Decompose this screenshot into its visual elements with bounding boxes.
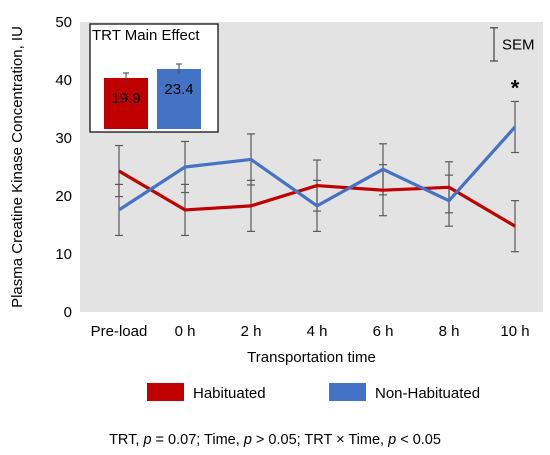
sem-key: SEM bbox=[490, 27, 535, 62]
legend-label-habituated: Habituated bbox=[193, 385, 266, 402]
footnote-text: < 0.05 bbox=[396, 432, 441, 448]
x-tick-label: 10 h bbox=[500, 323, 529, 340]
footnote-p: p bbox=[143, 432, 152, 448]
statistics-footnote: TRT, p = 0.07; Time, p > 0.05; TRT × Tim… bbox=[0, 432, 550, 448]
legend-swatch-non-habituated bbox=[329, 383, 366, 401]
footnote-text: = 0.07; Time, bbox=[151, 432, 244, 448]
inset-bars: 19.9 23.4 bbox=[104, 63, 201, 129]
x-tick-label: Pre-load bbox=[91, 323, 148, 340]
x-tick-label: 8 h bbox=[439, 323, 460, 340]
footnote-text: TRT, bbox=[109, 432, 144, 448]
x-tick-label: 4 h bbox=[307, 323, 328, 340]
y-tick-label: 40 bbox=[55, 72, 72, 89]
x-tick-label: 0 h bbox=[175, 323, 196, 340]
inset-title: TRT Main Effect bbox=[92, 27, 200, 44]
inset-bar-label: 23.4 bbox=[164, 81, 193, 98]
inset-bar-label: 19.9 bbox=[111, 90, 140, 107]
inset-chart: TRT Main Effect 19.9 23.4 bbox=[89, 23, 219, 133]
footnote-p: p bbox=[388, 432, 397, 448]
y-tick-label: 50 bbox=[55, 14, 72, 31]
y-tick-label: 20 bbox=[55, 188, 72, 205]
series-lines bbox=[118, 125, 517, 228]
significance-asterisk: * bbox=[511, 75, 520, 100]
y-tick-label: 30 bbox=[55, 130, 72, 147]
legend: Habituated Non-Habituated bbox=[147, 383, 480, 402]
footnote-p: p bbox=[243, 432, 252, 448]
x-tick-label: 2 h bbox=[241, 323, 262, 340]
inset-bar-habituated bbox=[104, 77, 148, 129]
x-axis-title: Transportation time bbox=[247, 349, 376, 366]
y-ticks: 0 10 20 30 40 50 bbox=[55, 14, 72, 321]
series-line-non-habituated bbox=[118, 125, 517, 212]
inset-bar-non-habituated bbox=[157, 69, 201, 129]
series-line-habituated bbox=[118, 169, 516, 228]
footnote-text: > 0.05; TRT × Time, bbox=[251, 432, 389, 448]
legend-label-non-habituated: Non-Habituated bbox=[375, 385, 480, 402]
y-tick-label: 0 bbox=[64, 304, 72, 321]
x-ticks: Pre-load 0 h 2 h 4 h 6 h 8 h 10 h bbox=[91, 323, 530, 340]
sem-label: SEM bbox=[502, 36, 535, 53]
y-axis-title: Plasma Creatine Kinase Concentration, IU bbox=[9, 26, 26, 308]
x-tick-label: 6 h bbox=[373, 323, 394, 340]
y-tick-label: 10 bbox=[55, 246, 72, 263]
legend-swatch-habituated bbox=[147, 383, 184, 401]
